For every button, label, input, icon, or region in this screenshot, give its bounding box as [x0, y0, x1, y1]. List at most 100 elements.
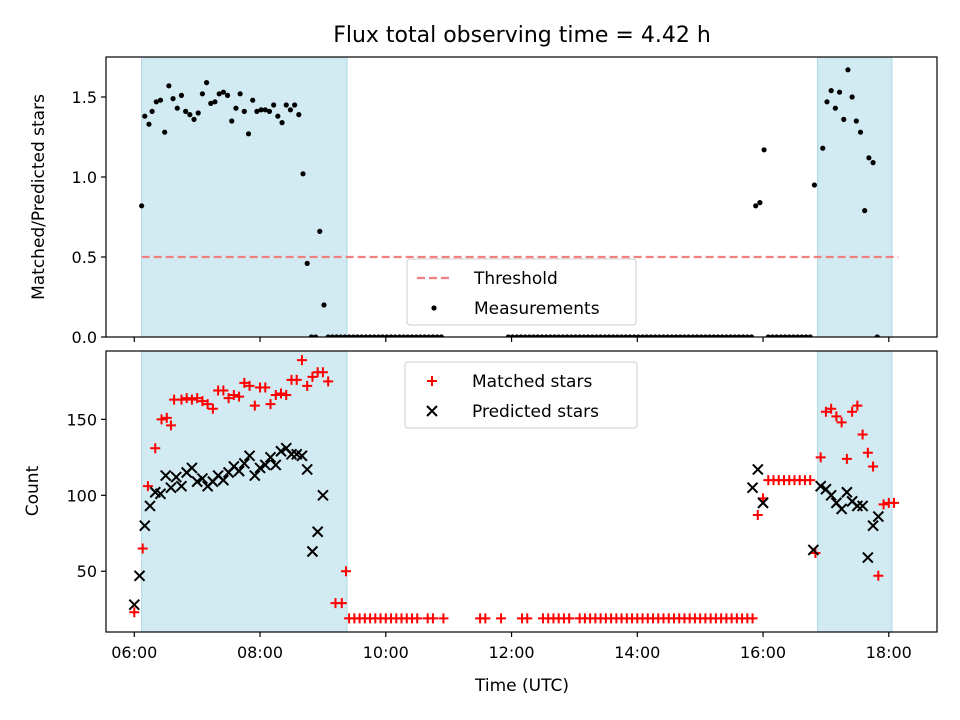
measurement-point — [631, 334, 637, 337]
predicted-star-point — [851, 500, 864, 512]
measurement-point — [162, 129, 168, 135]
matched-star-point — [752, 510, 763, 521]
measurement-point — [866, 155, 872, 161]
predicted-star-point — [825, 489, 837, 502]
matched-star-point — [847, 406, 858, 417]
measurement-point — [744, 334, 750, 337]
measurement-point — [146, 121, 152, 127]
matched-star-point — [826, 403, 837, 414]
measurement-point — [262, 107, 268, 113]
predicted-star-point — [259, 459, 271, 471]
matched-star-point — [496, 613, 507, 624]
y-tick-label: 50 — [77, 562, 97, 581]
observing-window-band — [141, 56, 348, 338]
measurement-point — [698, 334, 704, 337]
measurement-point — [539, 334, 545, 337]
x-tick-label: 16:00 — [740, 643, 786, 662]
predicted-star-point — [160, 469, 172, 482]
matched-star-point — [522, 613, 533, 624]
measurement-point — [723, 334, 729, 337]
measurement-point — [271, 102, 277, 108]
measurement-point — [828, 88, 834, 94]
measurement-point — [732, 334, 738, 337]
predicted-star-point — [867, 519, 879, 532]
predicted-star-point — [165, 481, 177, 494]
predicted-star-point — [217, 474, 230, 486]
measurement-point — [707, 334, 713, 337]
measurement-point — [644, 334, 650, 337]
matched-star-point — [202, 399, 213, 410]
predicted-star-point — [814, 480, 827, 492]
measurement-point — [237, 91, 243, 97]
data-points — [128, 355, 900, 624]
predicted-star-point — [264, 451, 277, 464]
matched-star-point — [302, 380, 313, 391]
measurement-point — [174, 105, 180, 111]
measurement-point — [673, 334, 679, 337]
measurement-point — [522, 334, 528, 337]
measurement-point — [551, 334, 558, 337]
measurement-point — [627, 334, 633, 337]
y-tick-label: 1.5 — [72, 88, 97, 107]
measurement-point — [308, 334, 314, 337]
measurement-point — [790, 334, 797, 337]
measurement-point — [312, 334, 319, 337]
chart-title: Flux total observing time = 4.42 h — [333, 23, 711, 48]
measurement-point — [250, 97, 256, 103]
matched-star-point — [815, 452, 826, 463]
measurement-point — [292, 102, 298, 108]
measurement-point — [648, 334, 654, 337]
measurement-point — [606, 334, 612, 337]
measurement-point — [757, 200, 763, 206]
predicted-star-point — [139, 519, 151, 532]
matched-star-point — [857, 429, 868, 440]
legend-box — [404, 361, 638, 429]
matched-star-point — [412, 613, 423, 624]
matched-star-point — [142, 481, 153, 492]
measurement-point — [669, 334, 675, 337]
measurement-point — [761, 147, 767, 153]
legend-entry-label: Measurements — [474, 299, 600, 319]
matched-star-point — [129, 607, 140, 618]
legend-entry-label: Matched stars — [472, 372, 592, 392]
predicted-star-point — [249, 469, 261, 482]
measurement-point — [245, 131, 252, 137]
measurement-point — [509, 334, 516, 337]
measurement-point — [841, 116, 847, 122]
measurement-point — [220, 89, 226, 95]
legend-box — [406, 258, 637, 326]
measurement-point — [187, 112, 193, 118]
matched-star-point — [270, 390, 281, 401]
measurement-point — [711, 334, 717, 337]
x-tick-label: 18:00 — [866, 643, 912, 662]
matched-star-point — [137, 543, 148, 554]
predicted-star-point — [311, 526, 324, 538]
matched-star-point — [197, 396, 208, 407]
matched-star-point — [165, 420, 176, 431]
matched-star-point — [841, 453, 852, 464]
predicted-star-point — [746, 481, 759, 494]
top-panel-ratio: 0.0 0.5 1.0 1.5 Matched/Predicted stars Thres… — [29, 56, 938, 347]
matched-star-point — [323, 376, 334, 387]
measurement-point — [421, 334, 428, 337]
measurement-point — [417, 334, 423, 337]
predicted-star-point — [133, 570, 146, 582]
measurement-point — [807, 334, 813, 337]
y-axis-label: Count — [23, 465, 43, 516]
measurement-point — [702, 334, 709, 337]
matched-star-point — [878, 499, 889, 510]
measurement-point — [208, 100, 214, 106]
measurement-point — [795, 334, 801, 337]
matched-star-point — [868, 461, 879, 472]
measurement-point — [275, 113, 281, 119]
matched-star-point — [307, 371, 318, 382]
measurement-point — [384, 334, 390, 337]
measurement-point — [639, 334, 646, 337]
legend-predicted-swatch — [426, 405, 438, 417]
matched-star-point — [244, 380, 255, 391]
measurement-point — [329, 334, 335, 337]
y-tick-label: 0.0 — [72, 328, 97, 347]
measurement-point — [401, 334, 407, 337]
measurement-point — [786, 334, 792, 337]
measurement-point — [652, 334, 658, 337]
